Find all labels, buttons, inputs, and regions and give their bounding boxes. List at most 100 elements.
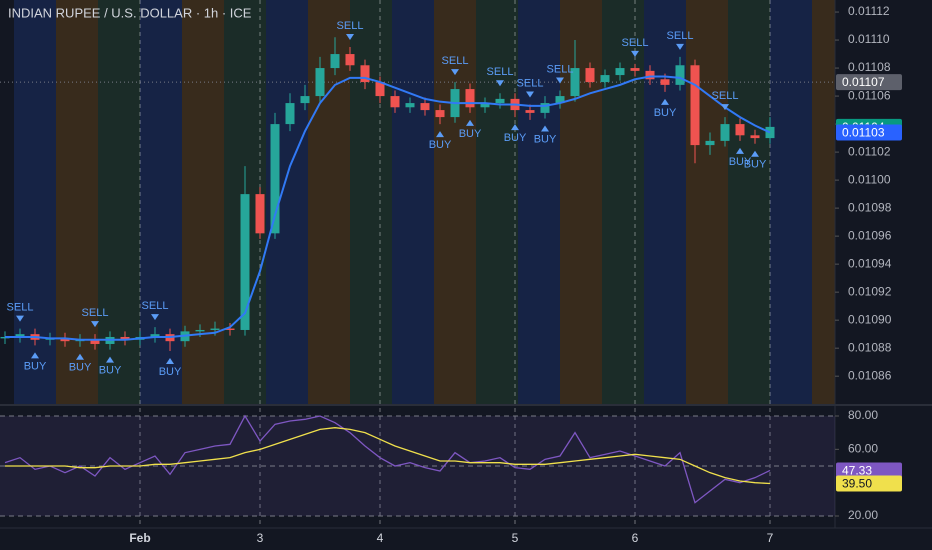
candle-body bbox=[315, 68, 325, 97]
candle-body bbox=[525, 110, 535, 113]
candle-body bbox=[540, 103, 550, 113]
candle-body bbox=[150, 334, 160, 337]
candle-body bbox=[90, 339, 100, 344]
y-tick-label: 20.00 bbox=[848, 508, 878, 522]
signal-marker bbox=[751, 150, 759, 157]
signal-label: BUY bbox=[429, 139, 452, 151]
signal-label: BUY bbox=[534, 133, 557, 145]
signal-marker bbox=[31, 352, 39, 359]
y-tick-label: 80.00 bbox=[848, 408, 878, 422]
y-tick-label: 0.01088 bbox=[848, 340, 892, 354]
signal-label: SELL bbox=[442, 55, 469, 67]
candle-body bbox=[645, 70, 655, 80]
candle-body bbox=[405, 103, 415, 108]
y-tick-label: 0.01086 bbox=[848, 368, 892, 382]
signal-label: SELL bbox=[487, 66, 514, 78]
candle-body bbox=[210, 328, 220, 330]
y-tick-label: 0.01092 bbox=[848, 284, 892, 298]
session-band bbox=[770, 0, 812, 405]
candle-body bbox=[420, 103, 430, 111]
candle-body bbox=[735, 124, 745, 136]
session-band bbox=[812, 0, 835, 405]
signal-label: BUY bbox=[654, 107, 677, 119]
ma-price-label-box bbox=[836, 124, 902, 141]
candle-body bbox=[390, 96, 400, 108]
candle-body bbox=[270, 124, 280, 234]
x-tick-label: 3 bbox=[257, 531, 264, 545]
candle-body bbox=[750, 135, 760, 139]
rsi-value-label: 47.33 bbox=[842, 464, 872, 478]
signal-marker bbox=[16, 315, 24, 322]
signal-label: BUY bbox=[24, 360, 47, 372]
signal-marker bbox=[676, 43, 684, 50]
rsi-value-box bbox=[836, 462, 902, 479]
ma-price-label: 0.01103 bbox=[842, 126, 885, 140]
candle-body bbox=[465, 89, 475, 108]
signal-marker bbox=[151, 314, 159, 321]
session-band bbox=[140, 0, 182, 405]
y-tick-label: 0.01098 bbox=[848, 200, 892, 214]
session-band bbox=[602, 0, 644, 405]
candle-body bbox=[435, 110, 445, 118]
chart-title: INDIAN RUPEE / U.S. DOLLAR · 1h · ICE bbox=[8, 5, 252, 20]
signal-marker bbox=[556, 77, 564, 84]
signal-marker bbox=[631, 50, 639, 57]
signal-marker bbox=[91, 321, 99, 328]
candle-body bbox=[600, 75, 610, 83]
candle-body bbox=[495, 98, 505, 104]
signal-marker bbox=[661, 98, 669, 105]
candle-body bbox=[675, 65, 685, 85]
x-tick-label: 4 bbox=[377, 531, 384, 545]
y-tick-label: 0.01102 bbox=[848, 144, 891, 158]
session-band bbox=[728, 0, 770, 405]
signal-label: SELL bbox=[712, 90, 739, 102]
reference-price-label: 0.01107 bbox=[842, 75, 885, 89]
signal-label: SELL bbox=[547, 63, 574, 75]
signal-label: BUY bbox=[99, 364, 122, 376]
signal-marker bbox=[346, 34, 354, 41]
signal-marker bbox=[76, 353, 84, 360]
session-band bbox=[182, 0, 224, 405]
y-tick-label: 0.01096 bbox=[848, 228, 892, 242]
signal-label: BUY bbox=[459, 128, 482, 140]
candle-body bbox=[690, 65, 700, 146]
signal-marker bbox=[106, 356, 114, 363]
rsi-line bbox=[5, 427, 771, 485]
signal-label: SELL bbox=[7, 301, 34, 313]
signal-label: SELL bbox=[622, 37, 649, 49]
session-band bbox=[686, 0, 728, 405]
candle-body bbox=[60, 338, 70, 342]
x-tick-label: 7 bbox=[767, 531, 774, 545]
y-tick-label: 0.01106 bbox=[848, 88, 891, 102]
session-band bbox=[434, 0, 476, 405]
candle-body bbox=[330, 54, 340, 69]
session-bands bbox=[14, 0, 835, 405]
candle-body bbox=[570, 68, 580, 97]
session-band bbox=[56, 0, 98, 405]
candle-body bbox=[345, 54, 355, 66]
signal-marker bbox=[736, 147, 744, 154]
candle-body bbox=[480, 103, 490, 108]
candle-body bbox=[660, 79, 670, 85]
reference-price-box bbox=[836, 74, 902, 91]
session-band bbox=[98, 0, 140, 405]
y-tick-label: 0.01108 bbox=[848, 60, 891, 74]
candle-body bbox=[705, 140, 715, 146]
candle-body bbox=[255, 194, 265, 234]
candle-body bbox=[285, 103, 295, 125]
session-band bbox=[518, 0, 560, 405]
candle-body bbox=[375, 82, 385, 97]
x-tick-label: 5 bbox=[512, 531, 519, 545]
session-band bbox=[392, 0, 434, 405]
candle-body bbox=[240, 194, 250, 330]
candle-body bbox=[120, 336, 130, 340]
signal-marker bbox=[541, 125, 549, 132]
signal-label: SELL bbox=[142, 300, 169, 312]
candle-body bbox=[630, 68, 640, 71]
y-tick-label: 0.01110 bbox=[848, 32, 890, 46]
y-tick-label: 60.00 bbox=[848, 442, 878, 456]
signal-marker bbox=[466, 119, 474, 126]
signal-marker bbox=[436, 131, 444, 138]
